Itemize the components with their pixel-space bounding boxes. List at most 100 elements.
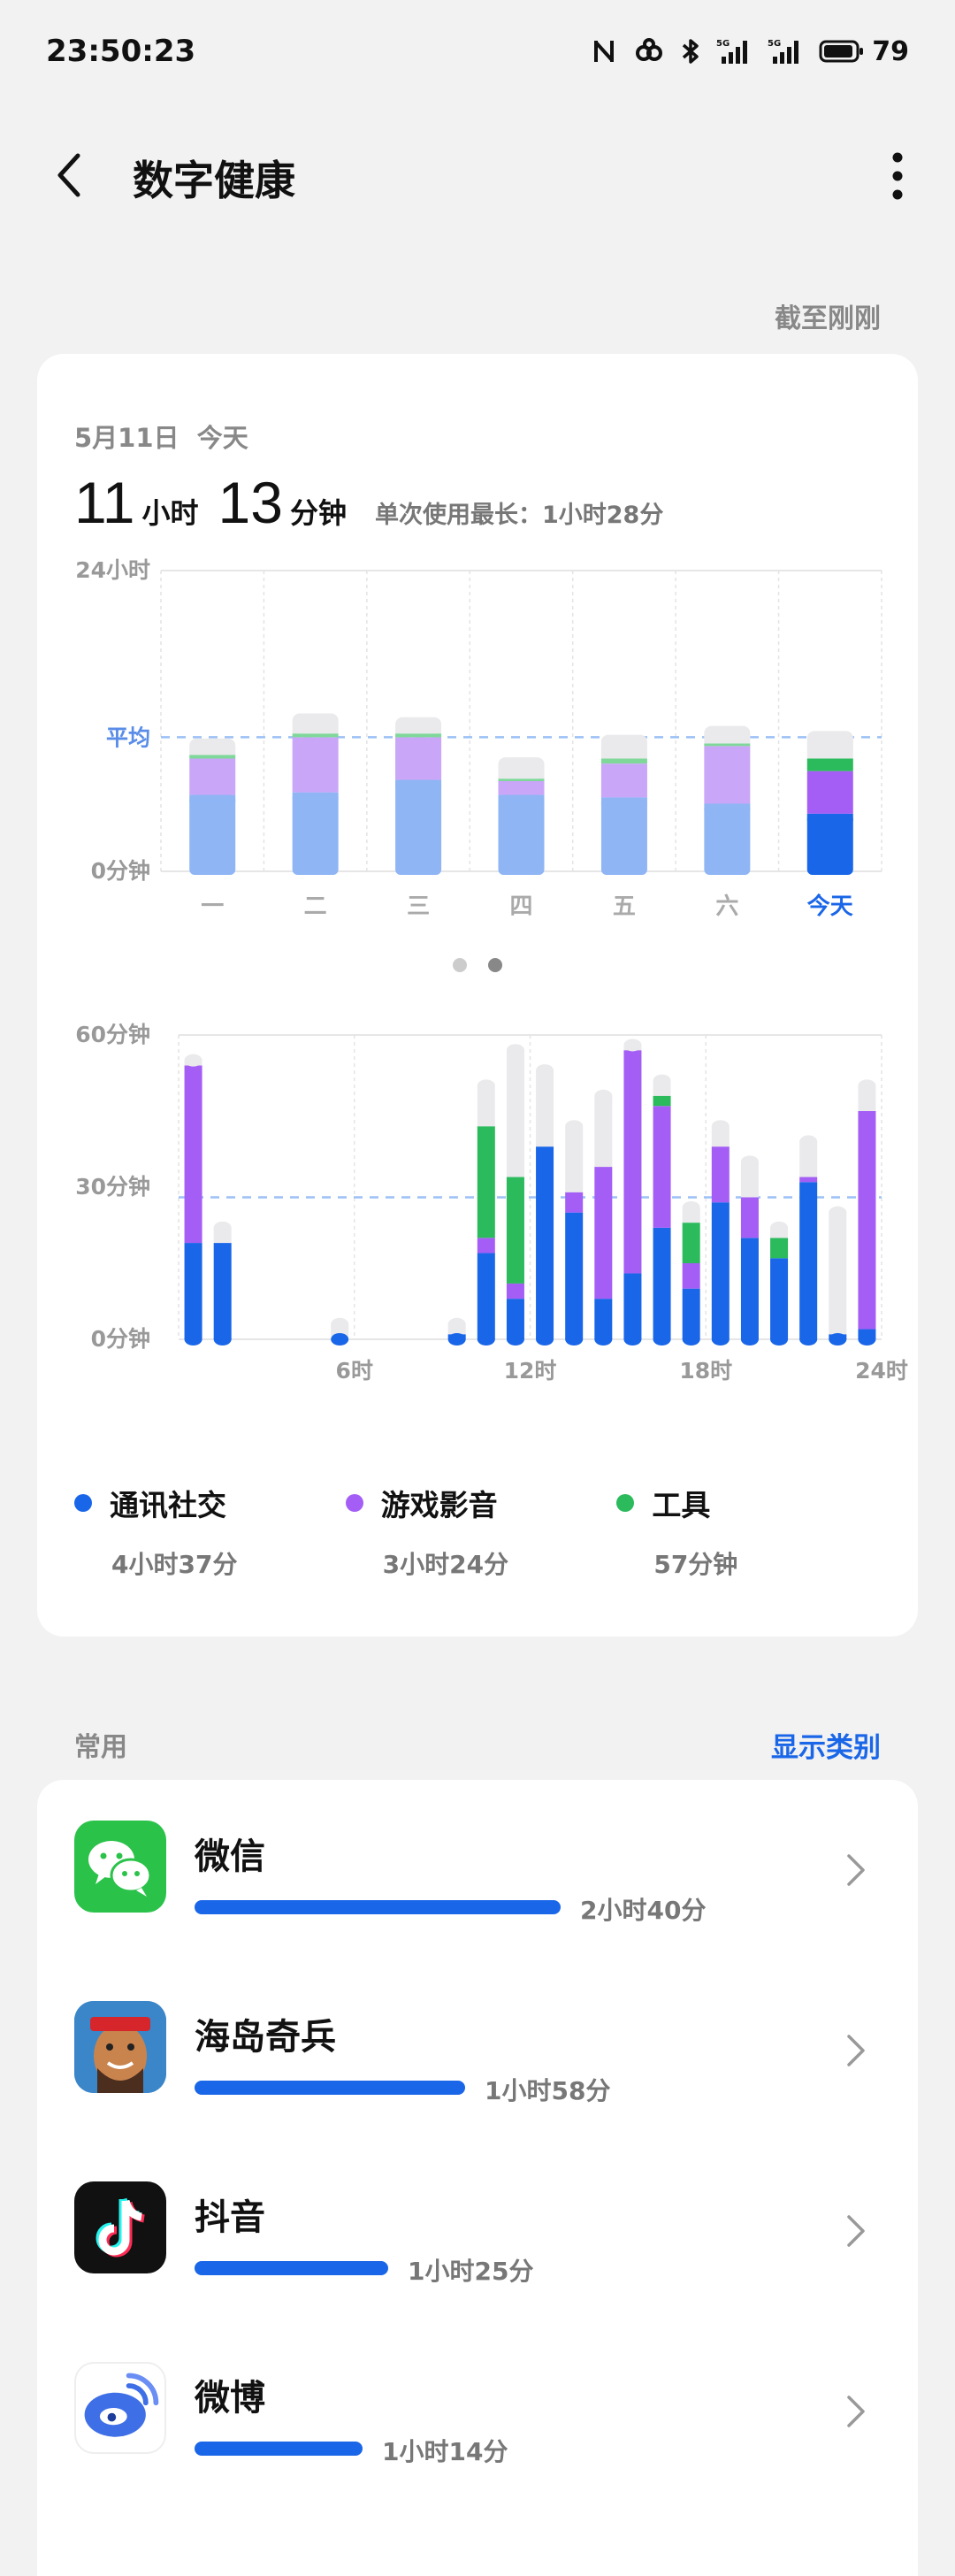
hourly-bar-10[interactable] bbox=[477, 1079, 495, 1346]
show-categories-link[interactable]: 显示类别 bbox=[771, 1732, 881, 1764]
app-row-boom-beach[interactable]: 海岛奇兵 1小时58分 bbox=[37, 1960, 918, 2141]
bar-segment bbox=[740, 1162, 759, 1198]
section-frequent-label: 常用 bbox=[74, 1732, 127, 1763]
bar-segment bbox=[600, 763, 647, 798]
x-tick-label: 三 bbox=[407, 893, 430, 920]
app-row-wechat[interactable]: 微信 2小时40分 bbox=[37, 1780, 918, 1960]
wechat-icon bbox=[74, 1821, 166, 1913]
hourly-bar-0[interactable] bbox=[184, 1054, 202, 1346]
signal-5g-icon: 5G bbox=[716, 39, 748, 64]
bar-cap-bottom bbox=[594, 1333, 613, 1346]
hourly-bar-13[interactable] bbox=[565, 1120, 584, 1346]
hourly-bar-20[interactable] bbox=[770, 1221, 789, 1346]
chevron-right-icon bbox=[847, 2215, 865, 2247]
app-name: 微博 bbox=[195, 2378, 265, 2419]
app-usage-time: 2小时40分 bbox=[580, 1896, 707, 1925]
bar-segment bbox=[506, 1283, 524, 1300]
weekly-bar-1[interactable] bbox=[292, 713, 339, 876]
hours-unit: 小时 bbox=[141, 496, 199, 530]
bar-segment bbox=[498, 794, 545, 875]
app-usage-time: 1小时14分 bbox=[382, 2437, 508, 2466]
hourly-bar-1[interactable] bbox=[213, 1221, 232, 1346]
usage-bar bbox=[195, 1900, 561, 1914]
legend-item-social: 通讯社交 4小时37分 bbox=[74, 1482, 346, 1581]
hourly-bar-11[interactable] bbox=[506, 1044, 524, 1346]
bar-cap-bottom bbox=[770, 1333, 789, 1346]
hourly-bar-21[interactable] bbox=[799, 1135, 818, 1346]
bar-segment bbox=[623, 1050, 642, 1274]
bar-segment bbox=[498, 778, 545, 781]
legend-item-tools: 工具 57分钟 bbox=[616, 1482, 888, 1581]
hourly-bar-14[interactable] bbox=[594, 1089, 613, 1346]
svg-text:5G: 5G bbox=[768, 39, 781, 49]
hourly-usage-chart[interactable]: 60分钟 30分钟 0分钟 6时 12时 18时 24时 bbox=[37, 354, 918, 1389]
bar-segment bbox=[594, 1299, 613, 1339]
weekly-bar-3[interactable] bbox=[498, 757, 545, 875]
bar-segment bbox=[829, 1212, 847, 1335]
y-tick-label: 30分钟 bbox=[75, 1174, 150, 1200]
weekly-bar-2[interactable] bbox=[395, 717, 442, 875]
weekly-usage-chart[interactable]: 24小时 0分钟 平均一 二 三 四 五 六 今天 bbox=[37, 354, 918, 938]
chevron-left-icon[interactable] bbox=[44, 149, 97, 202]
bar-segment-join bbox=[189, 794, 236, 802]
bar-cap-top bbox=[799, 1135, 818, 1148]
hourly-bar-12[interactable] bbox=[536, 1064, 554, 1346]
more-vertical-icon[interactable] bbox=[875, 145, 920, 207]
bar-cap-bottom bbox=[536, 1333, 554, 1346]
bar-segment bbox=[395, 737, 442, 780]
hourly-bar-9[interactable] bbox=[447, 1317, 466, 1346]
hourly-bar-18[interactable] bbox=[711, 1120, 730, 1346]
bar-cap-bottom bbox=[711, 1333, 730, 1346]
weekly-bar-0[interactable] bbox=[189, 738, 236, 875]
hourly-bar-17[interactable] bbox=[682, 1200, 700, 1346]
hourly-bar-15[interactable] bbox=[623, 1039, 642, 1346]
legend-dot bbox=[74, 1494, 92, 1512]
legend-label: 游戏影音 bbox=[380, 1488, 498, 1522]
status-icons: 5G 5G 79 bbox=[591, 34, 909, 69]
hourly-bar-23[interactable] bbox=[858, 1079, 876, 1346]
bar-segment bbox=[594, 1167, 613, 1300]
total-usage: 11 小时 13 分钟 单次使用最长：1小时28分 bbox=[74, 469, 663, 536]
bar-cap-bottom bbox=[682, 1333, 700, 1346]
link-icon bbox=[636, 38, 663, 61]
bar-segment-join bbox=[806, 813, 853, 821]
x-tick-label: 六 bbox=[715, 893, 738, 920]
bar-segment bbox=[682, 1223, 700, 1263]
minutes-unit: 分钟 bbox=[289, 496, 347, 530]
y-tick-label: 0分钟 bbox=[91, 1326, 150, 1352]
pager-dot[interactable] bbox=[453, 958, 467, 972]
hourly-bar-16[interactable] bbox=[653, 1074, 671, 1346]
x-tick-label: 二 bbox=[304, 893, 327, 920]
y-tick-label: 60分钟 bbox=[75, 1022, 150, 1047]
chevron-right-icon bbox=[847, 2396, 865, 2427]
bar-segment bbox=[477, 1126, 495, 1238]
bar-segment bbox=[213, 1243, 232, 1339]
app-row-douyin[interactable]: 抖音 1小时25分 bbox=[37, 2141, 918, 2321]
bar-segment bbox=[292, 792, 339, 875]
bar-segment bbox=[653, 1095, 671, 1107]
bar-segment bbox=[770, 1258, 789, 1339]
date-text: 5月11日 bbox=[74, 423, 180, 453]
longest-session: 单次使用最长：1小时28分 bbox=[374, 502, 664, 529]
weekly-bar-4[interactable] bbox=[600, 734, 647, 875]
bar-segment bbox=[799, 1182, 818, 1339]
bar-cap-bottom bbox=[506, 1333, 524, 1346]
category-legend: 通讯社交 4小时37分 游戏影音 3小时24分 工具 57分钟 bbox=[74, 1482, 888, 1581]
weekly-bar-6[interactable] bbox=[806, 731, 853, 875]
bar-cap-top bbox=[447, 1317, 466, 1330]
hourly-bar-22[interactable] bbox=[829, 1206, 847, 1346]
signal-5g-icon: 5G bbox=[768, 39, 799, 64]
bar-segment bbox=[477, 1085, 495, 1127]
pager-dot-active[interactable] bbox=[488, 958, 502, 972]
bar-segment bbox=[799, 1141, 818, 1177]
hourly-bar-5[interactable] bbox=[331, 1317, 349, 1346]
weekly-bar-5[interactable] bbox=[704, 725, 751, 875]
bar-cap-top bbox=[594, 1089, 613, 1102]
bar-segment bbox=[806, 758, 853, 771]
app-usage-time: 1小时25分 bbox=[408, 2257, 534, 2286]
app-row-weibo[interactable]: 微博 1小时14分 bbox=[37, 2321, 918, 2502]
chart-pager[interactable] bbox=[453, 958, 502, 972]
bar-cap-top bbox=[740, 1155, 759, 1169]
hourly-bar-19[interactable] bbox=[740, 1155, 759, 1346]
app-name: 海岛奇兵 bbox=[195, 2017, 336, 2058]
